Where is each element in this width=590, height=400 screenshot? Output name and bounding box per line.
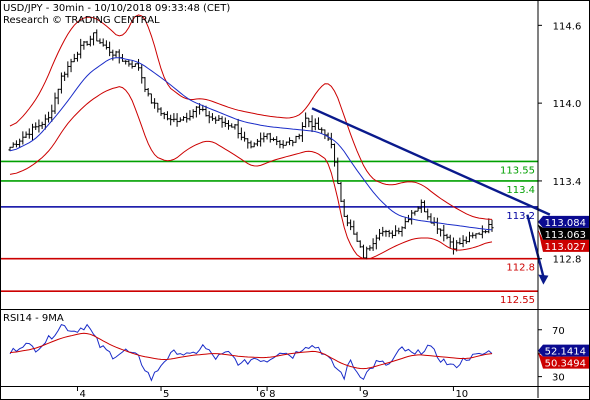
rsi-value-label: 50.3494	[545, 359, 586, 370]
rsi-axis-label: 30	[552, 373, 565, 384]
level-label-support: 112.55	[500, 295, 535, 306]
price-pane: 113.55 113.4 113.2 112.8 112.55 114.6 114.0 113…	[0, 14, 589, 306]
chart-title: USD/JPY - 30min - 10/10/2018 09:33:48 (C…	[3, 3, 230, 14]
rsi-value-label-bg	[538, 352, 589, 369]
level-label-pivot: 113.2	[506, 211, 535, 222]
time-axis-label: 10	[455, 389, 468, 400]
price-value-label-bg	[538, 215, 589, 228]
rsi-value-label: 52.1414	[545, 347, 586, 358]
time-axis-label: 5	[163, 389, 169, 400]
price-value-label: 113.027	[545, 242, 586, 253]
chart-subtitle: Research © TRADING CENTRAL	[3, 15, 160, 26]
forecast-arrow-head	[538, 274, 549, 285]
price-axis-label: 114.6	[553, 21, 582, 32]
price-axis-label: 113.4	[553, 177, 582, 188]
rsi-value-label-bg	[538, 344, 589, 357]
time-axis-label: 6	[259, 389, 265, 400]
moving-average-line	[9, 57, 493, 231]
rsi-pane-title: RSI14 - 9MA	[3, 313, 64, 324]
price-axis-label: 114.0	[553, 99, 582, 110]
price-axis-label: 112.8	[553, 255, 582, 266]
rsi-ma-line	[9, 332, 493, 370]
resistance-trendline	[311, 107, 551, 216]
time-axis-label: 4	[79, 389, 85, 400]
level-label-support: 112.8	[506, 263, 535, 274]
rsi-line	[9, 323, 493, 382]
price-value-label: 113.063	[545, 230, 586, 241]
forecast-arrow-shaft	[526, 214, 545, 277]
level-label-resistance: 113.55	[500, 165, 535, 176]
bollinger-lower-line	[9, 86, 493, 260]
price-value-label-bg	[538, 229, 589, 252]
time-axis-label: 9	[362, 389, 368, 400]
price-value-label: 113.084	[545, 218, 586, 229]
time-axis-label: 8	[269, 389, 275, 400]
level-label-resistance: 113.4	[506, 185, 535, 196]
time-axis: 4 5 6 8 9 10	[76, 386, 468, 400]
price-value-label-bg	[538, 224, 589, 240]
bollinger-upper-line	[9, 14, 493, 220]
rsi-axis-label: 70	[552, 326, 565, 337]
